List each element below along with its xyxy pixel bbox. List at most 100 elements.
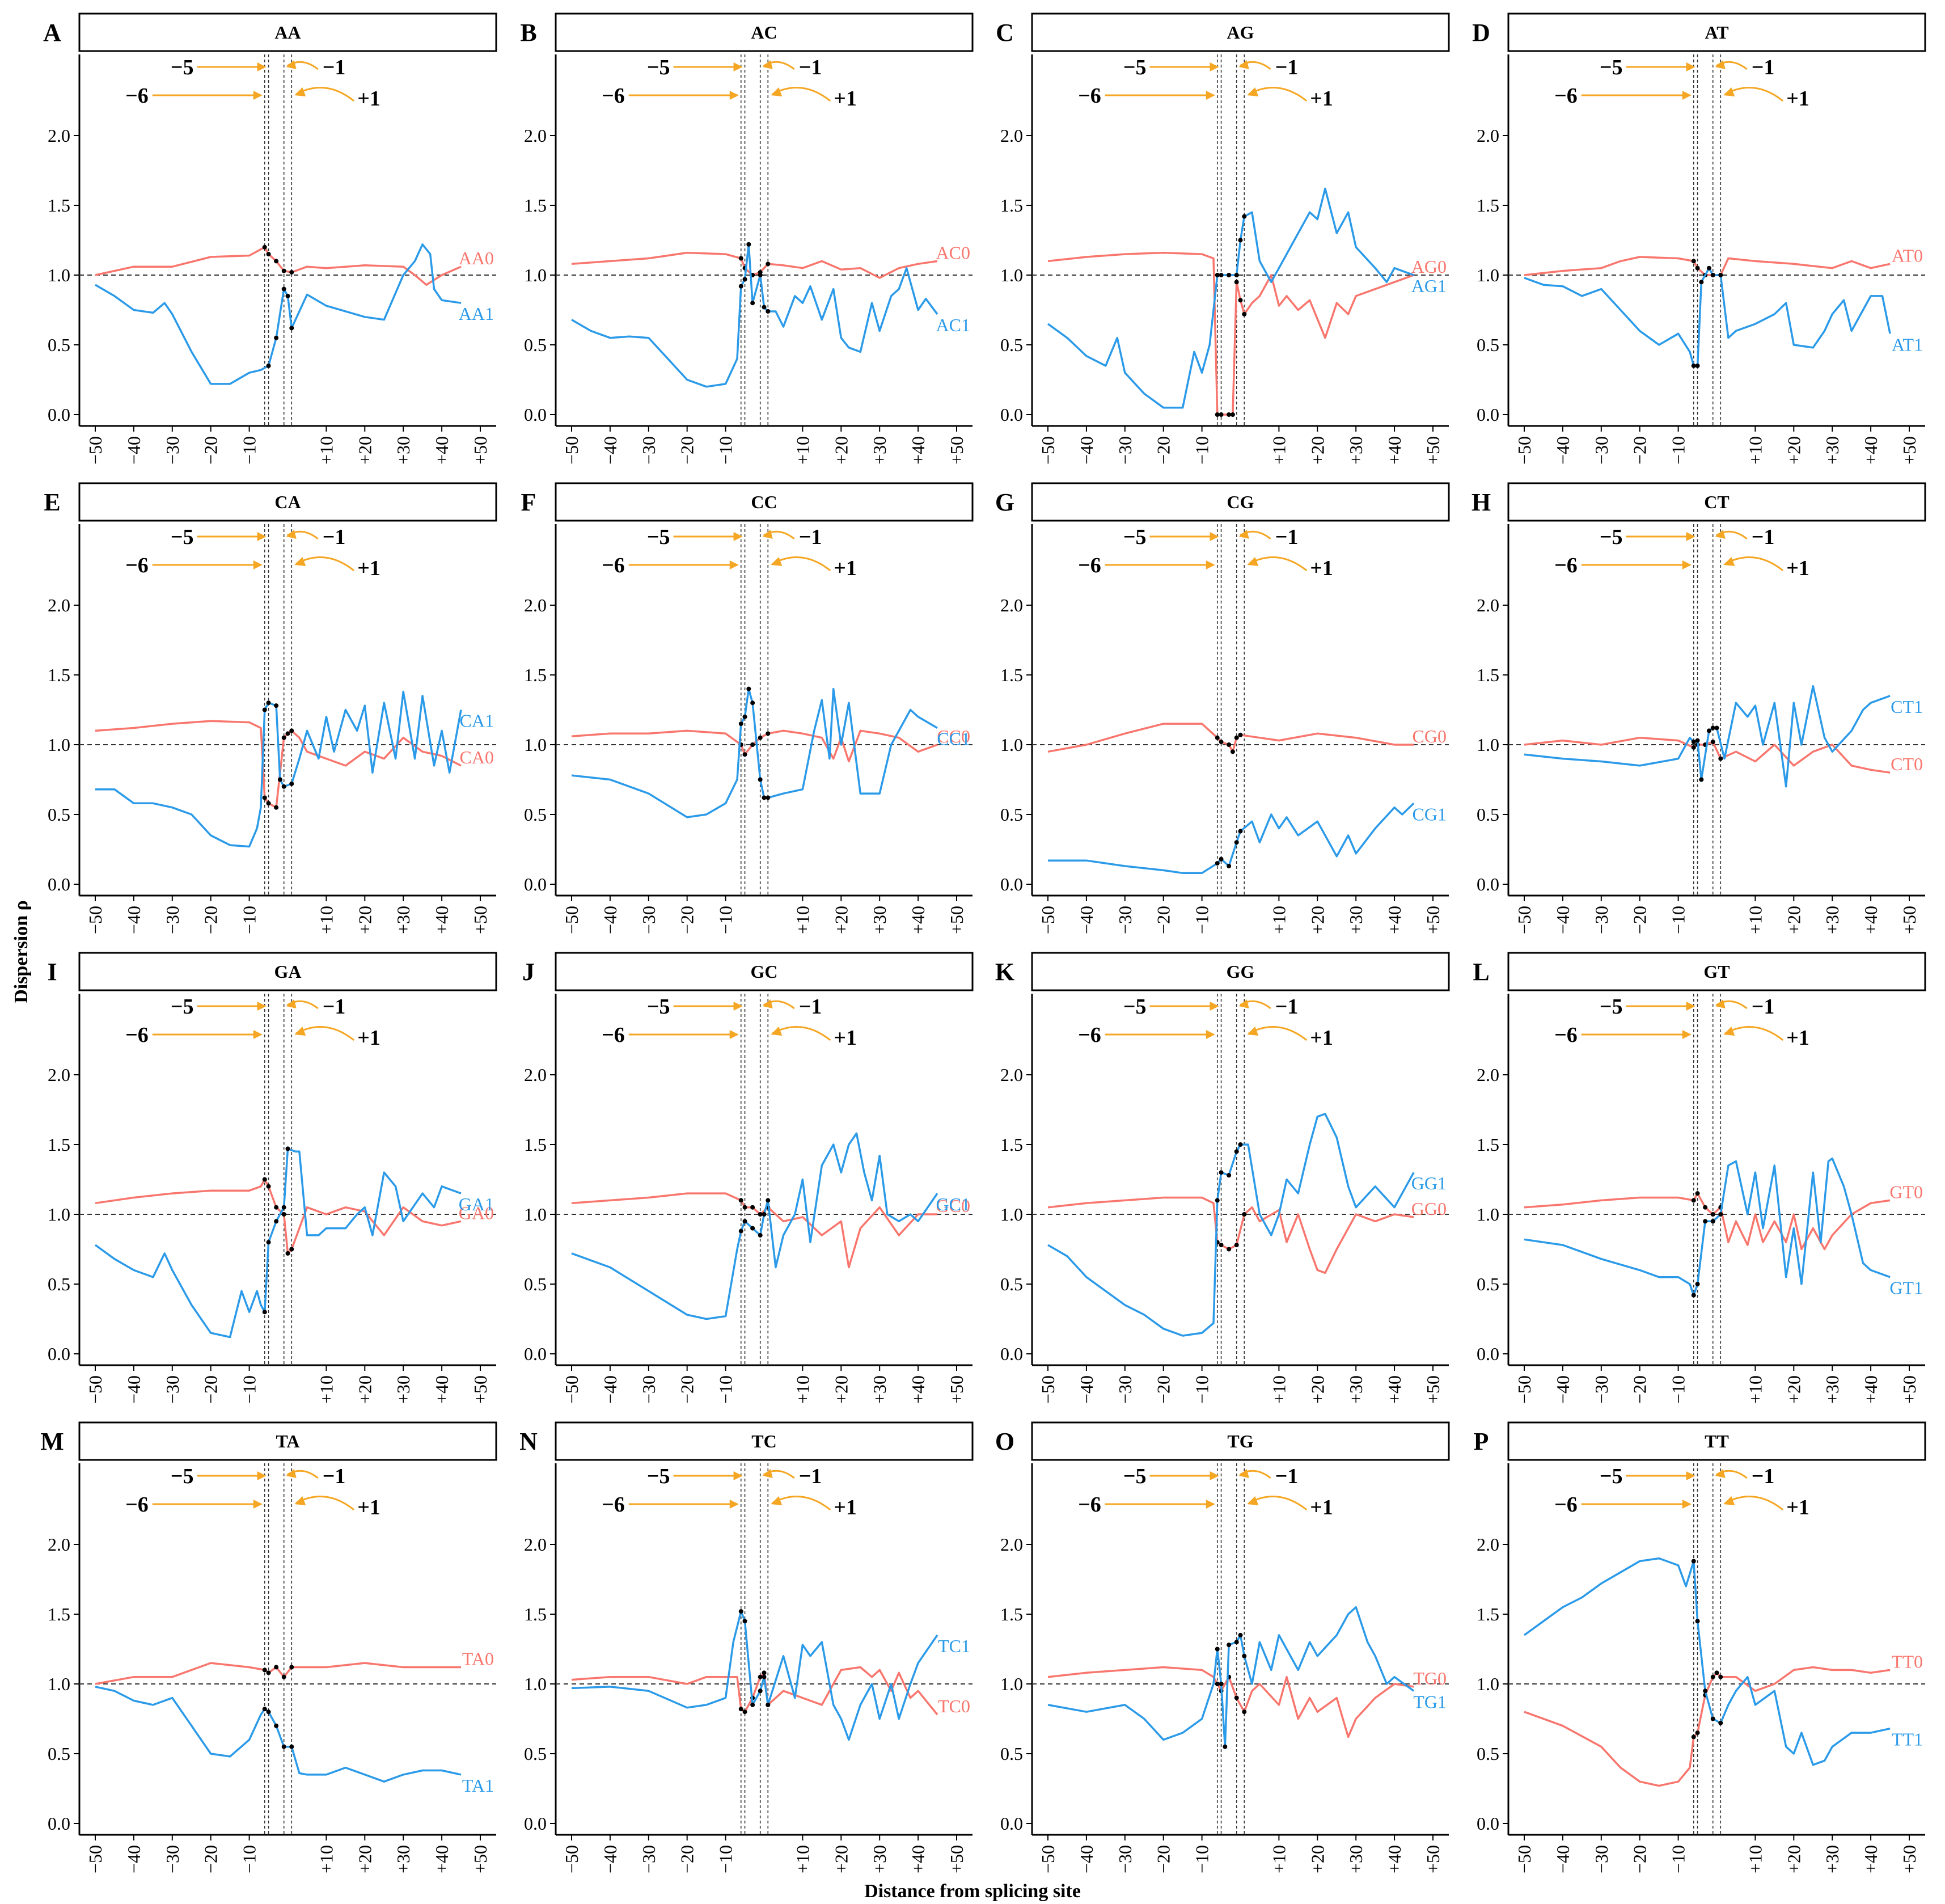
- label-plus1: +1: [1310, 1026, 1333, 1050]
- x-tick-label: −40: [1076, 906, 1097, 934]
- label-minus5: −5: [1600, 995, 1623, 1019]
- splice-point: [1699, 280, 1704, 285]
- splice-point: [266, 363, 271, 368]
- splice-point: [1718, 273, 1723, 277]
- label-minus1: −1: [1275, 995, 1299, 1019]
- x-tick-label: −20: [1630, 906, 1650, 934]
- series-label: AG1: [1411, 276, 1447, 296]
- x-tick-label: −10: [716, 906, 736, 934]
- x-tick-label: +10: [316, 906, 336, 934]
- label-plus1: +1: [1786, 556, 1809, 580]
- label-plus1: +1: [357, 1026, 380, 1050]
- y-tick-label: 1.5: [524, 1134, 547, 1155]
- splice-point: [762, 1670, 767, 1675]
- x-tick-label: −40: [1553, 436, 1573, 465]
- panel-p: P TT 0.0 0.5 1.0 1.5 2.0 −50 −40 −30 −20 −10 +10 +20 +…: [1474, 1421, 1926, 1873]
- x-tick-label: −30: [162, 1845, 183, 1873]
- x-tick-label: −20: [1630, 1845, 1650, 1873]
- x-tick-label: +40: [1384, 1845, 1405, 1873]
- x-tick-label: +50: [1423, 436, 1443, 465]
- panel-strip: [555, 952, 974, 991]
- series-line-gg1: [1047, 1113, 1415, 1337]
- y-tick-label: 1.5: [1477, 1604, 1499, 1624]
- x-tick-label: −20: [1630, 436, 1650, 465]
- series-label: TT0: [1892, 1651, 1923, 1671]
- x-tick-label: −20: [201, 1845, 221, 1873]
- panel-strip-title: GC: [751, 961, 778, 982]
- panel-letter: J: [522, 958, 535, 986]
- splice-point: [1710, 1212, 1715, 1217]
- splice-point: [1703, 1219, 1708, 1224]
- splice-point: [758, 1674, 763, 1679]
- y-tick-label: 0.0: [48, 404, 70, 425]
- y-tick-label: 0.5: [1477, 335, 1499, 355]
- arrowhead-minus6: [1206, 560, 1215, 569]
- arrowhead-minus6: [253, 560, 263, 569]
- splice-point: [1242, 214, 1247, 219]
- x-tick-label: −40: [600, 436, 620, 465]
- label-minus6: −6: [1554, 1493, 1578, 1517]
- splice-point: [1691, 1734, 1696, 1740]
- label-minus6: −6: [602, 1023, 625, 1047]
- x-tick-label: +20: [354, 436, 375, 465]
- splice-point: [742, 1205, 747, 1210]
- x-tick-label: −50: [1514, 436, 1534, 465]
- splice-point: [738, 1609, 743, 1614]
- x-tick-label: +50: [946, 906, 967, 934]
- y-tick-label: 0.0: [1000, 1813, 1023, 1834]
- arrowhead-minus6: [1682, 1030, 1692, 1039]
- panel-strip-title: AT: [1705, 22, 1728, 43]
- y-tick-label: 2.0: [1477, 595, 1499, 615]
- splice-point: [277, 777, 282, 782]
- y-tick-label: 1.5: [48, 1604, 70, 1624]
- x-tick-label: +20: [1783, 1375, 1804, 1404]
- x-tick-label: +40: [1384, 436, 1405, 465]
- x-tick-label: −50: [1514, 1845, 1534, 1873]
- y-tick-label: 0.0: [48, 874, 70, 894]
- splice-point: [274, 1219, 279, 1224]
- y-tick-label: 0.0: [1477, 404, 1499, 425]
- splice-point: [1234, 1243, 1239, 1248]
- splice-point: [1695, 1191, 1700, 1196]
- x-tick-label: −10: [1192, 436, 1212, 465]
- splice-point: [1718, 1212, 1723, 1217]
- splice-point: [1710, 740, 1715, 745]
- splice-point: [281, 286, 286, 292]
- x-tick-label: −40: [1553, 1845, 1573, 1873]
- panel-letter: E: [44, 488, 60, 516]
- y-tick-label: 2.0: [1000, 1065, 1023, 1085]
- arrowhead-plus1: [1723, 87, 1735, 96]
- splice-point: [1227, 273, 1232, 277]
- x-tick-label: +40: [908, 1845, 928, 1873]
- series-label: GG1: [1411, 1173, 1447, 1193]
- y-tick-label: 0.0: [524, 1813, 547, 1834]
- x-tick-label: −20: [201, 436, 221, 465]
- splice-point: [758, 1212, 763, 1217]
- label-minus1: −1: [1752, 56, 1775, 79]
- series-line-at1: [1524, 267, 1891, 367]
- x-tick-label: +50: [470, 1375, 491, 1404]
- x-tick-label: +10: [316, 1845, 336, 1873]
- y-tick-label: 2.0: [1000, 595, 1023, 615]
- x-tick-label: −50: [85, 436, 105, 465]
- y-tick-label: 2.0: [524, 1065, 547, 1085]
- label-minus6: −6: [1078, 84, 1101, 108]
- x-tick-label: +30: [1822, 436, 1842, 465]
- panel-strip-title: GG: [1227, 961, 1255, 982]
- splice-point: [1710, 1219, 1715, 1224]
- arrowhead-plus1: [771, 1496, 783, 1505]
- arrowhead-minus5: [1686, 1471, 1695, 1480]
- series-line-aa1: [95, 243, 462, 385]
- panel-c: C AG 0.0 0.5 1.0 1.5 2.0 −50 −40 −30 −20 −10 +10 +20 +…: [996, 12, 1450, 465]
- arrowhead-minus5: [1686, 62, 1695, 71]
- label-plus1: +1: [1786, 87, 1809, 111]
- arrowhead-minus6: [729, 91, 739, 100]
- label-plus1: +1: [834, 556, 857, 580]
- x-tick-label: −50: [1038, 436, 1058, 465]
- x-tick-label: −10: [239, 1375, 260, 1404]
- x-tick-label: −30: [162, 906, 183, 934]
- y-tick-label: 1.0: [1000, 734, 1023, 755]
- panel-strip-title: AC: [751, 22, 777, 43]
- panel-o: O TG 0.0 0.5 1.0 1.5 2.0 −50 −40 −30 −20 −10 +10 +20 +…: [995, 1421, 1450, 1873]
- label-minus1: −1: [1275, 525, 1299, 549]
